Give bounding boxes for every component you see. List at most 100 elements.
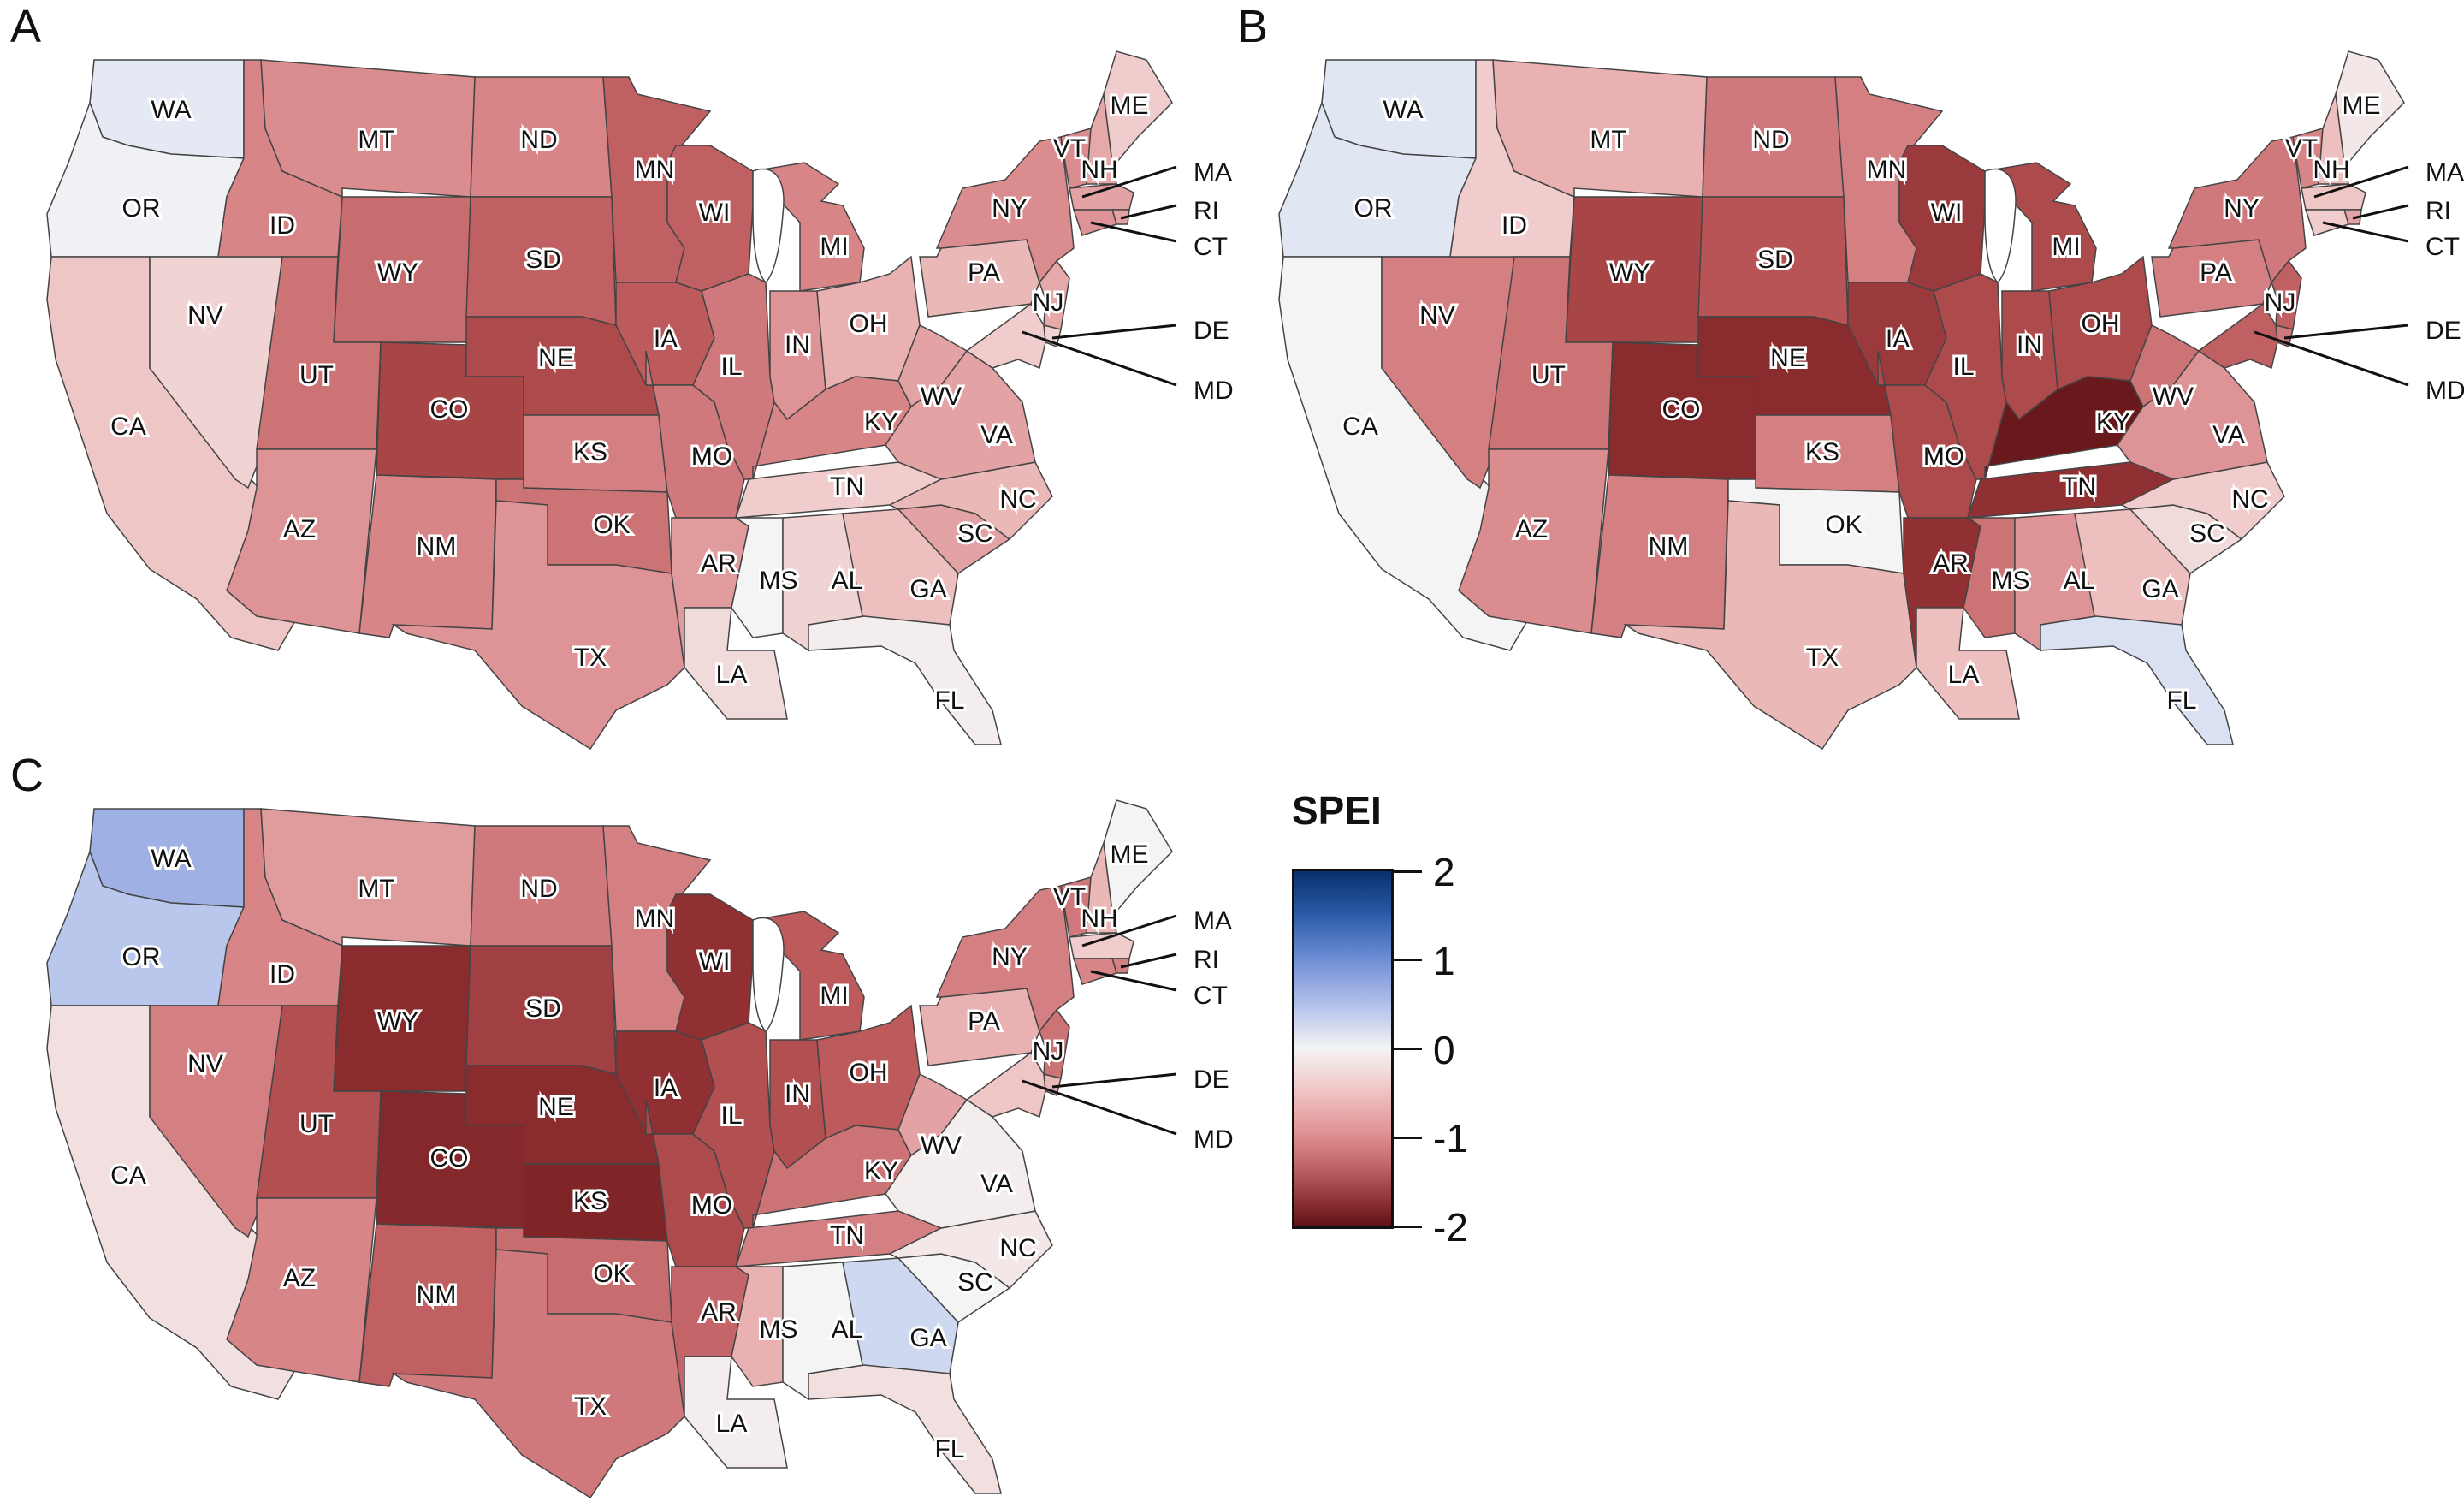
state-label-fl: FL [2166,686,2196,715]
state-ma [1069,932,1134,959]
state-label-nv: NV [187,301,223,329]
state-label-ia: IA [654,1074,678,1102]
state-label-va: VA [980,1170,1013,1198]
state-ma [1069,183,1134,211]
state-label-nm: NM [1649,532,1689,561]
leader-line-de [1051,324,1177,340]
state-label-ok: OK [1825,511,1862,539]
state-fl [808,615,1002,745]
state-label-id: ID [270,960,295,988]
state-label-nj: NJ [1033,288,1064,317]
state-label-ny: NY [992,194,1028,223]
state-nh [1086,93,1117,185]
state-label-sc: SC [957,519,993,548]
state-label-wi: WI [1931,199,1963,227]
state-label-nh: NH [1081,156,1117,184]
state-label-il: IL [720,1101,742,1130]
state-label-ky: KY [2096,408,2130,436]
state-label-oh: OH [2082,310,2120,338]
legend-title: SPEI [1292,788,1382,833]
map-b: WA OR CA NV ID MT WY UT CO AZ NM ND SD NE KS OK TX MN IA MO… [1278,50,2464,751]
state-ga [2074,508,2191,626]
state-label-vt: VT [1053,883,1086,911]
state-label-sd: SD [525,246,561,274]
state-label-ga: GA [2141,575,2178,603]
state-label-ms: MS [760,1315,798,1344]
external-label-ri: RI [2426,197,2451,225]
state-label-in: IN [785,331,810,359]
state-label-nv: NV [187,1050,223,1078]
legend-tick-mark [1391,1048,1422,1050]
state-label-ms: MS [760,567,798,595]
state-label-nh: NH [2313,156,2349,184]
state-label-mo: MO [691,442,732,471]
state-label-tx: TX [1806,644,1839,672]
leader-line-ma [1081,165,1177,199]
external-label-ct: CT [1194,233,1228,261]
panel-b: B WA OR CA NV ID MT WY UT CO AZ NM ND SD NE KS OK TX MN IA… [1232,0,2464,753]
leader-line-md [1022,330,1177,387]
state-label-wa: WA [1383,96,1423,124]
state-ny [2167,136,2307,284]
external-label-de: DE [1194,317,1229,345]
state-label-ks: KS [573,438,607,466]
state-label-nj: NJ [1033,1037,1064,1066]
state-label-pa: PA [968,1007,1000,1036]
state-md [965,302,1046,370]
state-label-ut: UT [299,361,334,389]
state-label-co: CO [430,395,469,424]
external-label-md: MD [2426,377,2464,405]
state-label-ky: KY [864,408,898,436]
map-a: WA OR CA NV ID MT WY UT CO AZ NM ND SD NE KS OK TX MN IA MO… [46,50,1234,751]
state-label-az: AZ [283,515,316,543]
state-label-nh: NH [1081,905,1117,933]
panel-a: A WA OR CA NV ID MT WY UT CO AZ NM ND SD NE KS OK TX MN IA… [0,0,1241,753]
state-label-mi: MI [820,982,848,1010]
state-label-in: IN [785,1080,810,1108]
panel-letter-a: A [10,1,42,52]
state-label-wv: WV [921,1131,962,1160]
state-label-va: VA [980,421,1013,449]
state-label-or: OR [122,194,161,223]
state-label-tx: TX [574,1392,607,1421]
state-label-az: AZ [283,1264,316,1292]
state-label-ok: OK [593,1260,630,1288]
external-label-ma: MA [2426,158,2464,187]
legend-tick-mark [1391,959,1422,962]
external-label-de: DE [1194,1066,1229,1094]
state-label-ga: GA [909,575,946,603]
state-label-wi: WI [699,947,731,976]
state-label-nv: NV [1419,301,1455,329]
external-label-ri: RI [1194,197,1219,225]
state-label-vt: VT [2285,134,2318,163]
state-ny [935,136,1075,284]
state-label-wv: WV [2153,383,2194,411]
state-label-ar: AR [701,549,737,578]
state-label-mo: MO [691,1191,732,1220]
state-label-nj: NJ [2265,288,2296,317]
state-label-ca: CA [1342,413,1378,441]
state-label-mn: MN [1867,156,1907,184]
state-az [226,1197,377,1383]
leader-line-de [1051,1072,1177,1089]
state-nh [2318,93,2349,185]
state-label-id: ID [1502,211,1527,240]
legend-tick-label: -1 [1433,1116,1468,1161]
state-label-tn: TN [2062,472,2096,501]
state-label-nd: ND [520,875,557,903]
leader-line-ma [1081,914,1177,947]
state-label-ut: UT [1531,361,1566,389]
state-label-ks: KS [1805,438,1839,466]
state-ga [842,1257,959,1374]
state-me [1103,799,1173,912]
state-label-al: AL [832,1315,863,1344]
state-label-id: ID [270,211,295,240]
state-label-ia: IA [654,325,678,353]
state-label-ca: CA [110,1161,146,1190]
state-label-nm: NM [417,532,457,561]
state-label-la: LA [716,661,748,689]
state-la [684,1356,788,1469]
external-label-md: MD [1194,1125,1234,1154]
state-label-oh: OH [850,310,888,338]
state-nh [1086,842,1117,934]
